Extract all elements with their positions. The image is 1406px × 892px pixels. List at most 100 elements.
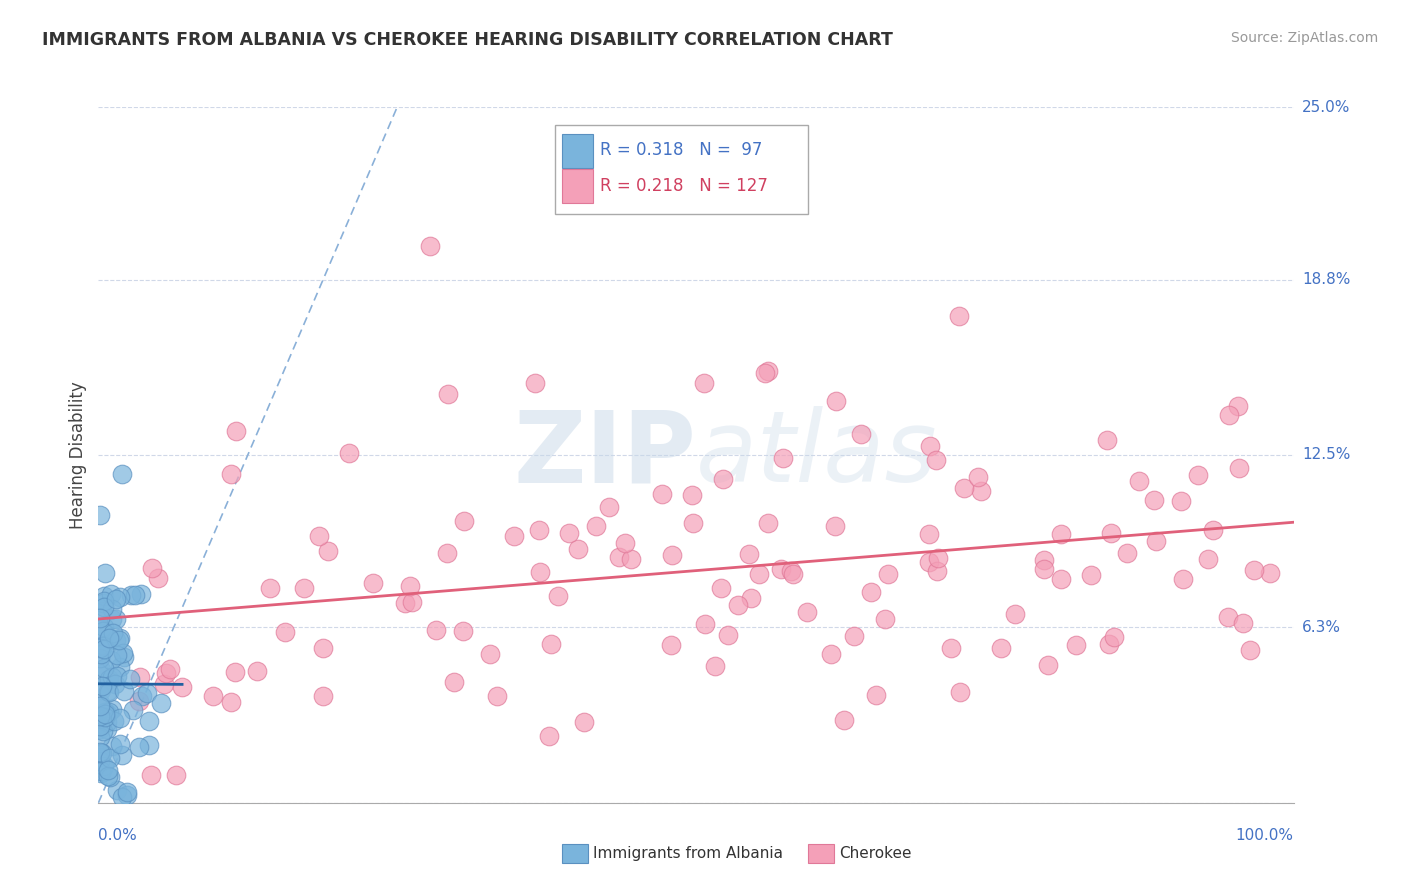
Point bbox=[682, 516, 704, 530]
Point bbox=[529, 566, 551, 580]
Point bbox=[259, 581, 281, 595]
Point bbox=[108, 633, 131, 648]
Point bbox=[225, 424, 247, 438]
Point bbox=[918, 527, 941, 541]
Point bbox=[89, 698, 111, 713]
Point bbox=[1049, 527, 1071, 541]
Point bbox=[110, 660, 132, 674]
Point bbox=[128, 740, 150, 755]
Point bbox=[112, 649, 135, 664]
Point bbox=[436, 386, 458, 401]
Point bbox=[1004, 607, 1026, 622]
Point bbox=[1033, 561, 1056, 575]
Point bbox=[585, 518, 607, 533]
Point bbox=[312, 690, 335, 704]
Point bbox=[128, 694, 150, 708]
Point bbox=[1258, 566, 1281, 581]
Point bbox=[614, 536, 637, 550]
Text: R = 0.218   N = 127: R = 0.218 N = 127 bbox=[600, 177, 768, 194]
Point bbox=[1099, 526, 1122, 541]
Point bbox=[925, 564, 948, 578]
Point bbox=[1098, 637, 1121, 651]
Point bbox=[990, 641, 1012, 656]
Point bbox=[523, 376, 546, 391]
Point bbox=[93, 759, 115, 773]
Point bbox=[451, 624, 474, 638]
Point bbox=[96, 714, 118, 729]
Point bbox=[1143, 492, 1166, 507]
Point bbox=[1144, 533, 1167, 548]
Point bbox=[824, 518, 846, 533]
Point bbox=[138, 714, 160, 728]
Point bbox=[443, 674, 465, 689]
Point bbox=[146, 571, 169, 585]
Point bbox=[834, 713, 856, 727]
Point bbox=[93, 638, 115, 652]
Point bbox=[90, 622, 112, 636]
Point bbox=[419, 239, 441, 253]
Point bbox=[97, 769, 120, 783]
Point bbox=[607, 549, 630, 564]
Text: Source: ZipAtlas.com: Source: ZipAtlas.com bbox=[1230, 31, 1378, 45]
Point bbox=[100, 587, 122, 601]
Point bbox=[121, 702, 143, 716]
Point bbox=[89, 754, 111, 768]
Point bbox=[111, 646, 134, 660]
Point bbox=[93, 589, 115, 603]
Point bbox=[111, 790, 134, 805]
Point bbox=[1170, 494, 1192, 508]
Point bbox=[754, 367, 776, 381]
Point bbox=[172, 680, 194, 694]
Point bbox=[782, 567, 804, 582]
Point bbox=[89, 709, 111, 723]
Point bbox=[91, 640, 114, 654]
Text: 100.0%: 100.0% bbox=[1236, 828, 1294, 843]
Point bbox=[129, 670, 152, 684]
Point bbox=[89, 699, 111, 714]
Point bbox=[90, 712, 112, 726]
Point bbox=[89, 750, 111, 764]
Point bbox=[851, 426, 873, 441]
Point bbox=[770, 562, 793, 576]
Text: IMMIGRANTS FROM ALBANIA VS CHEROKEE HEARING DISABILITY CORRELATION CHART: IMMIGRANTS FROM ALBANIA VS CHEROKEE HEAR… bbox=[42, 31, 893, 49]
Point bbox=[108, 590, 131, 604]
Point bbox=[89, 696, 111, 710]
Point bbox=[693, 617, 716, 632]
Point bbox=[135, 686, 157, 700]
Point bbox=[710, 581, 733, 595]
Point bbox=[503, 529, 526, 543]
Point bbox=[89, 611, 111, 625]
Point bbox=[202, 689, 225, 703]
Point bbox=[756, 516, 779, 531]
Point bbox=[337, 446, 360, 460]
Point bbox=[105, 592, 128, 607]
Point bbox=[91, 624, 114, 638]
Point bbox=[93, 641, 115, 656]
Point bbox=[224, 665, 246, 679]
Text: 18.8%: 18.8% bbox=[1302, 272, 1350, 287]
Point bbox=[246, 664, 269, 678]
Point bbox=[100, 739, 122, 754]
Point bbox=[927, 551, 949, 566]
Point bbox=[1229, 460, 1251, 475]
Point bbox=[117, 789, 139, 803]
Point bbox=[717, 627, 740, 641]
Point bbox=[89, 641, 111, 656]
Point bbox=[90, 710, 112, 724]
Point bbox=[89, 731, 111, 745]
Point bbox=[124, 588, 146, 602]
Point bbox=[740, 591, 762, 606]
Y-axis label: Hearing Disability: Hearing Disability bbox=[69, 381, 87, 529]
Point bbox=[149, 696, 172, 710]
Point bbox=[98, 751, 121, 765]
Point bbox=[820, 647, 842, 661]
Point bbox=[111, 467, 134, 482]
Point bbox=[693, 376, 716, 390]
Point bbox=[153, 677, 176, 691]
Text: 6.3%: 6.3% bbox=[1302, 620, 1341, 635]
Text: 12.5%: 12.5% bbox=[1302, 448, 1350, 462]
Point bbox=[98, 673, 121, 687]
Point bbox=[704, 658, 727, 673]
Point bbox=[1064, 638, 1087, 652]
Point bbox=[558, 526, 581, 541]
